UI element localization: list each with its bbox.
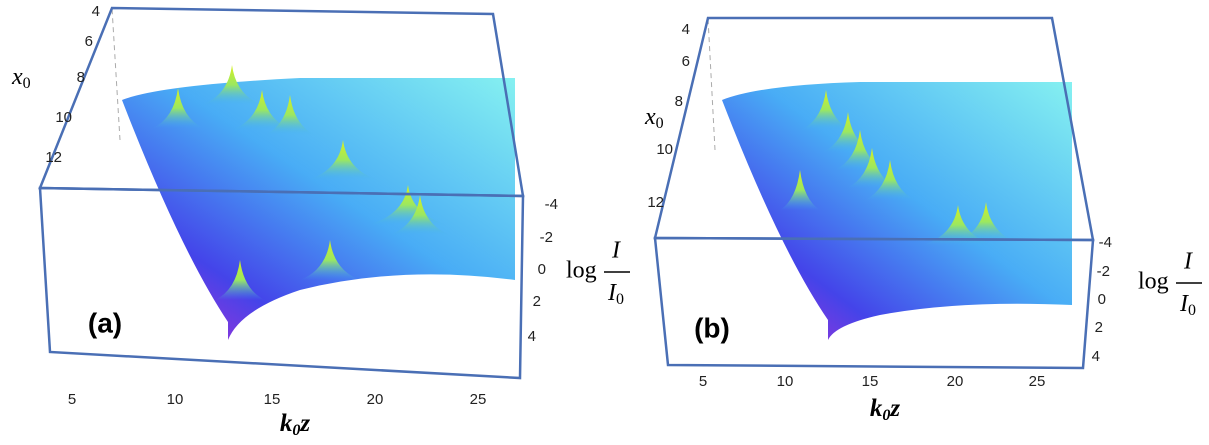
y-tick-label: 12	[647, 194, 664, 211]
x-axis-sub: 0	[292, 422, 300, 439]
peak	[265, 95, 315, 135]
peak	[956, 202, 1016, 242]
peak	[847, 148, 897, 188]
x-tick-label: 20	[947, 373, 964, 390]
y-tick-label: 10	[656, 141, 673, 158]
peak	[923, 205, 993, 245]
x-tick-label: 5	[68, 391, 76, 408]
z-axis-prefix: log	[566, 258, 597, 284]
peak	[232, 90, 292, 130]
z-axis-numerator: I	[611, 238, 621, 264]
y-tick-label: 10	[55, 109, 72, 126]
panel-label: (a)	[88, 307, 122, 338]
x-axis-after: z	[889, 395, 900, 422]
y-axis-label: x0	[644, 104, 664, 132]
peak	[153, 88, 203, 128]
peak	[780, 170, 820, 210]
y-tick-label: 12	[45, 149, 62, 166]
peak	[865, 160, 915, 200]
surface	[722, 82, 1072, 340]
x-tick-label: 20	[367, 391, 384, 408]
peak	[300, 240, 360, 280]
peak	[823, 112, 873, 152]
y-tick-label: 6	[682, 53, 690, 70]
y-axis-sub: 0	[656, 115, 664, 132]
x-tick-label: 5	[699, 373, 707, 390]
z-axis-denominator-base: I	[607, 280, 617, 306]
x-axis-base: k	[870, 395, 883, 422]
z-tick-label: 4	[528, 328, 536, 345]
z-tick-label: 0	[538, 261, 546, 278]
peak	[801, 90, 851, 130]
z-axis-denominator: I0	[1179, 291, 1196, 319]
z-tick-label: 0	[1098, 291, 1106, 308]
x-tick-label: 25	[470, 391, 487, 408]
z-tick-label: -4	[1099, 234, 1112, 251]
y-axis-sub: 0	[23, 75, 31, 92]
frame-front	[38, 186, 525, 380]
frame-front	[653, 236, 1095, 370]
x-tick-label: 10	[167, 391, 184, 408]
y-tick-label: 8	[77, 69, 85, 86]
x-axis-sub: 0	[882, 407, 890, 424]
y-tick-label: 4	[682, 21, 690, 38]
y-axis-label: x0	[11, 64, 31, 92]
z-tick-label: -2	[1097, 263, 1110, 280]
z-tick-label: 2	[1095, 319, 1103, 336]
peak	[835, 130, 885, 170]
z-tick-label: 4	[1092, 348, 1100, 365]
x-axis-label: k0z	[870, 395, 901, 424]
x-tick-label: 25	[1029, 373, 1046, 390]
y-tick-label: 4	[92, 3, 100, 20]
z-tick-label: -2	[540, 229, 553, 246]
z-axis-denominator-sub: 0	[1188, 302, 1196, 319]
back-edge	[111, 7, 121, 141]
z-axis-prefix: log	[1138, 269, 1169, 295]
x-axis-base: k	[280, 410, 293, 437]
z-axis-denominator: I0	[607, 280, 624, 308]
surface	[122, 78, 515, 340]
y-axis-base: x	[644, 104, 656, 130]
z-axis-numerator: I	[1183, 249, 1193, 275]
z-axis-denominator-sub: 0	[616, 291, 624, 308]
x-tick-label: 15	[264, 391, 281, 408]
x-tick-label: 10	[777, 373, 794, 390]
z-axis-denominator-base: I	[1179, 291, 1189, 317]
y-axis-base: x	[11, 64, 23, 90]
x-axis-after: z	[299, 410, 310, 437]
y-tick-label: 6	[85, 33, 93, 50]
peak	[202, 65, 262, 105]
peak	[308, 140, 378, 180]
z-tick-label: 2	[533, 293, 541, 310]
x-axis-label: k0z	[280, 410, 311, 439]
back-edge	[707, 17, 716, 151]
panel-label: (b)	[694, 312, 730, 343]
z-tick-label: -4	[545, 196, 558, 213]
peak	[215, 260, 265, 300]
peak	[368, 185, 448, 225]
x-tick-label: 15	[862, 373, 879, 390]
y-tick-label: 8	[675, 93, 683, 110]
peak	[390, 195, 450, 235]
